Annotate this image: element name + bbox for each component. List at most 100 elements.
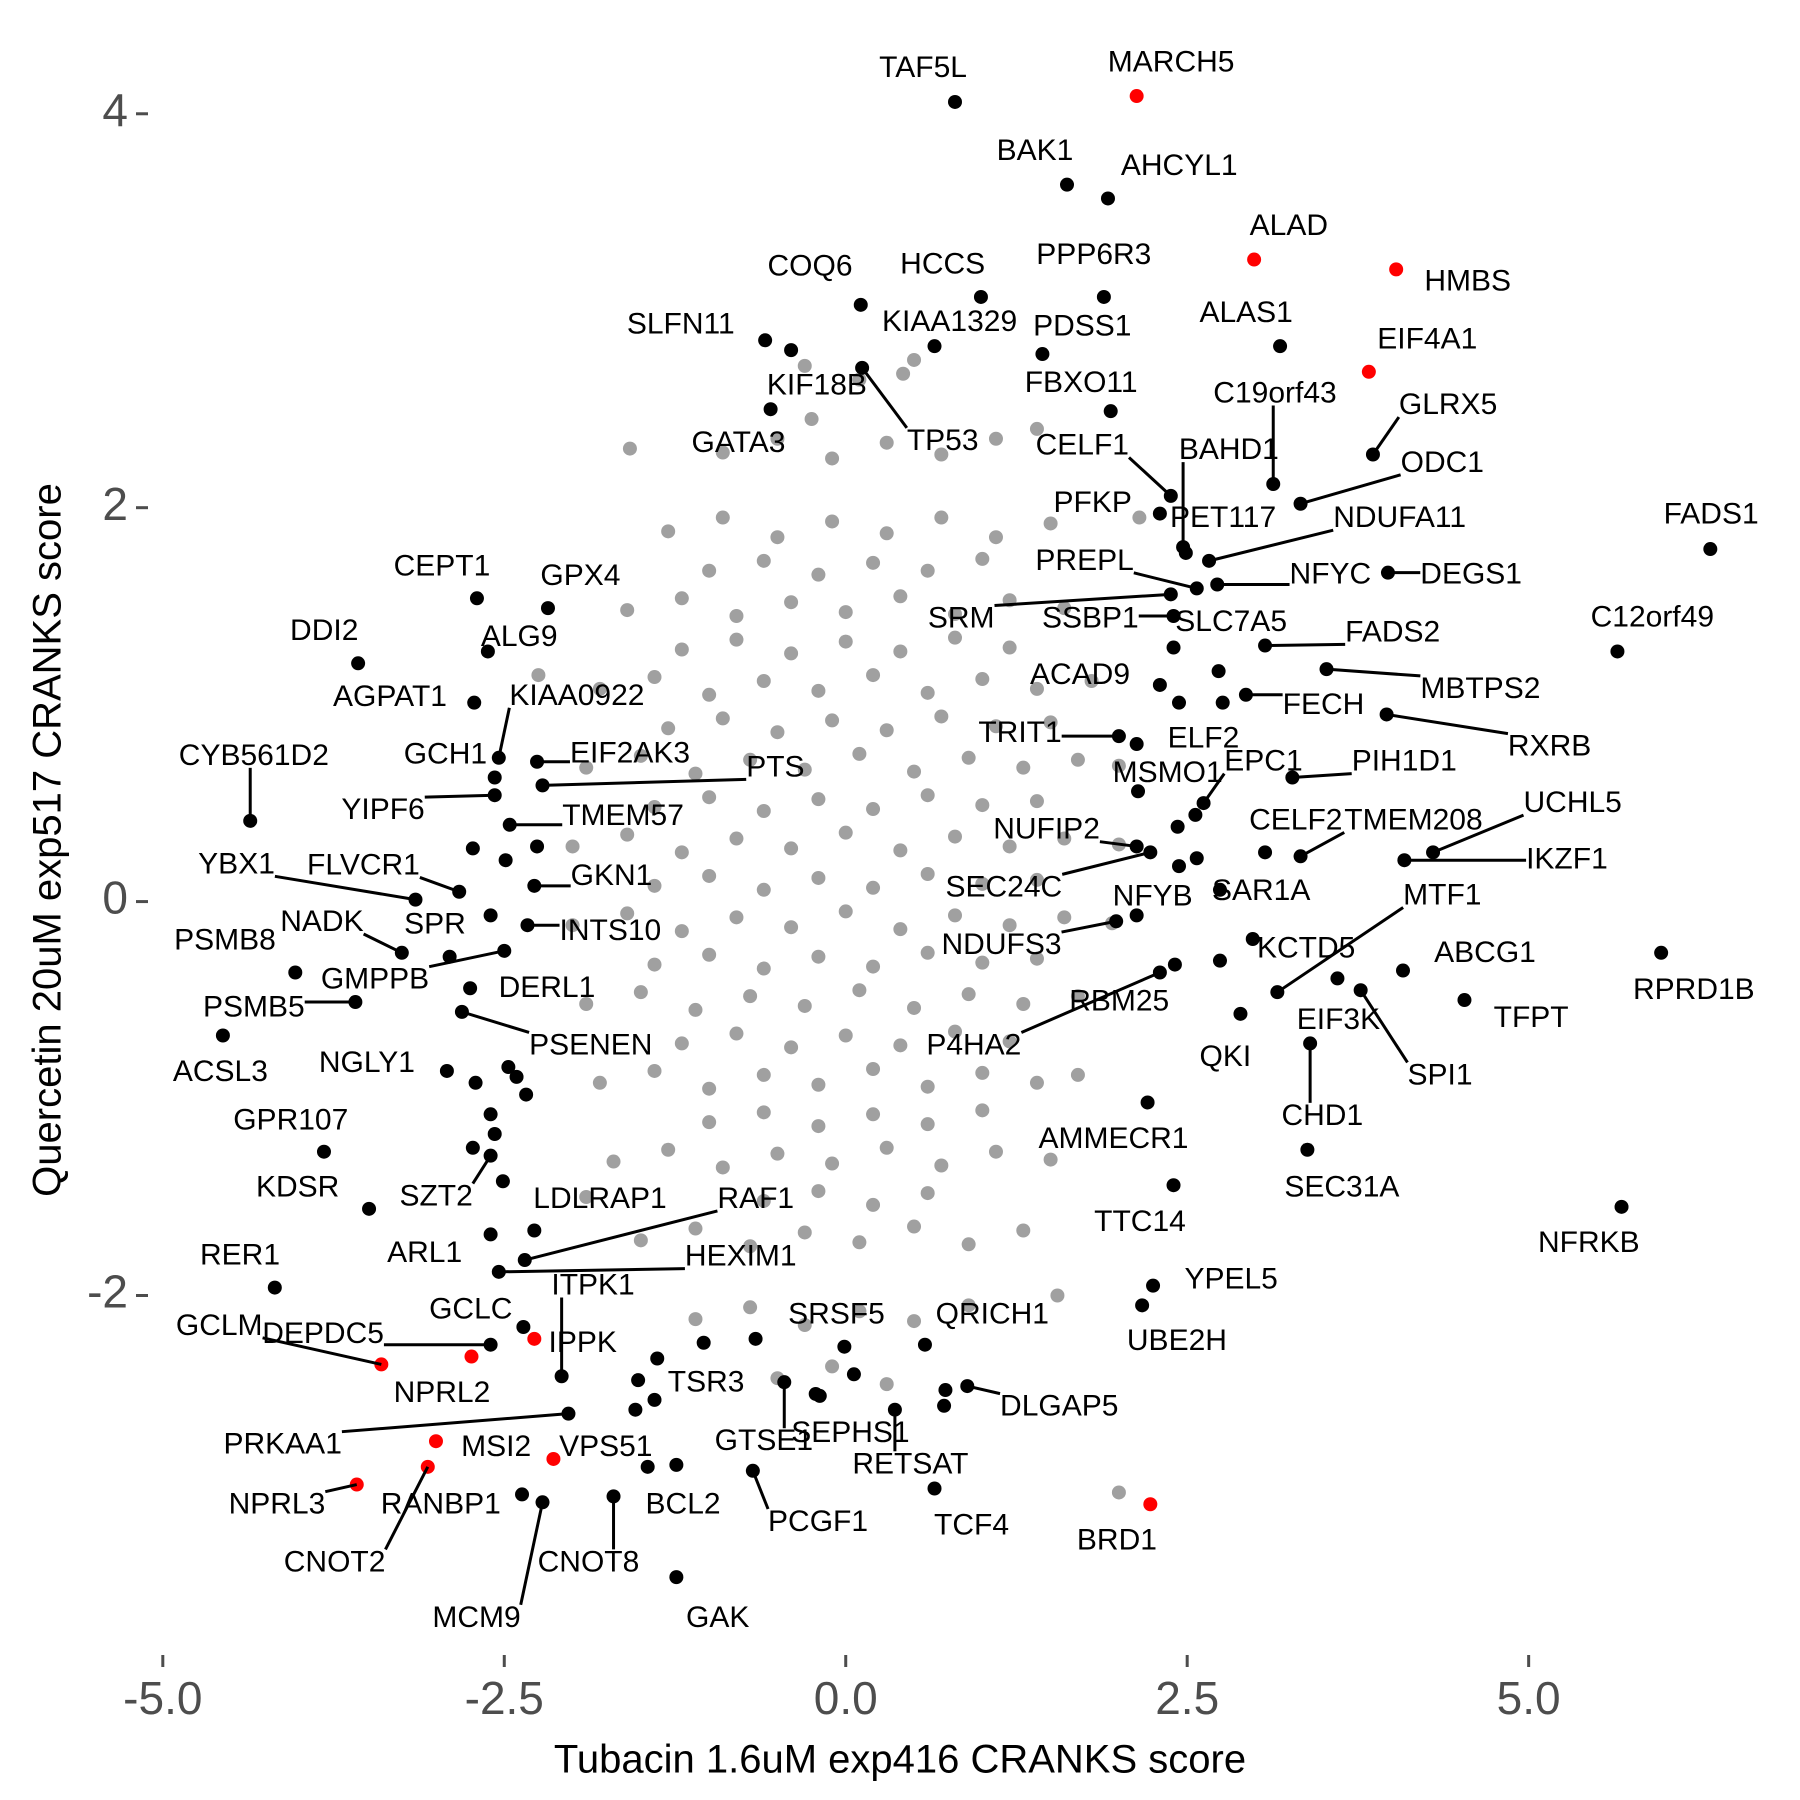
point: [784, 841, 799, 856]
point: [729, 1026, 744, 1041]
point: [527, 1223, 542, 1238]
point: [743, 1239, 758, 1254]
point-label: NDUFS3: [942, 928, 1062, 961]
point-label: BAK1: [997, 134, 1074, 167]
point: [866, 668, 881, 683]
point: [811, 1077, 826, 1092]
point: [480, 644, 495, 659]
point: [565, 918, 580, 933]
point-label: NFYB: [1113, 880, 1193, 913]
point-label: PCGF1: [768, 1505, 868, 1538]
leader-line: [1099, 840, 1137, 848]
leader-line: [542, 777, 747, 787]
point: [988, 530, 1003, 545]
point: [702, 1115, 717, 1130]
point: [988, 1144, 1003, 1159]
point: [351, 656, 366, 671]
point: [866, 802, 881, 817]
leader-line: [324, 1483, 358, 1494]
point: [934, 709, 949, 724]
point: [1233, 1006, 1248, 1021]
x-tick-label: 5.0: [1497, 1672, 1561, 1724]
point: [1152, 506, 1167, 521]
point: [1070, 1067, 1085, 1082]
point: [1029, 951, 1044, 966]
point: [920, 1186, 935, 1201]
point: [439, 1063, 454, 1078]
point: [896, 366, 911, 381]
point: [579, 1190, 594, 1205]
point-label: SSBP1: [1042, 602, 1139, 635]
point: [756, 803, 771, 818]
point: [975, 955, 990, 970]
point-label: GCH1: [404, 738, 487, 771]
point-label: SPR: [404, 907, 466, 940]
point: [907, 352, 922, 367]
point: [483, 1107, 498, 1122]
point: [879, 723, 894, 738]
point: [808, 1386, 823, 1401]
point: [917, 1337, 932, 1352]
point: [1172, 695, 1186, 710]
point: [661, 721, 676, 736]
point-label: TAF5L: [879, 51, 967, 84]
point: [838, 825, 853, 840]
point: [937, 1398, 952, 1413]
point-label: SEC24C: [945, 870, 1062, 903]
point-label: KDSR: [256, 1170, 339, 1203]
point: [1016, 997, 1031, 1011]
point: [715, 1160, 730, 1175]
point-label: TTC14: [1094, 1205, 1186, 1238]
point: [1129, 908, 1144, 923]
point-label: PET117: [1170, 501, 1276, 534]
point: [1131, 784, 1146, 799]
point: [1002, 918, 1017, 933]
point: [702, 790, 717, 805]
point: [975, 1103, 990, 1118]
point: [1129, 89, 1144, 104]
point-label: NDUFA11: [1333, 501, 1466, 534]
point: [502, 817, 517, 832]
point: [688, 766, 703, 781]
point: [879, 1377, 894, 1392]
point: [487, 1126, 502, 1141]
point: [804, 412, 819, 427]
leader-line: [994, 592, 1171, 608]
point: [770, 725, 785, 740]
point: [1389, 262, 1404, 277]
point-label: NUFIP2: [993, 813, 1100, 846]
point: [743, 989, 758, 1004]
point: [825, 713, 840, 728]
point: [631, 1373, 646, 1388]
point-label: IKZF1: [1526, 843, 1608, 876]
leader-line: [1432, 813, 1525, 854]
point: [825, 451, 840, 466]
point: [1273, 339, 1288, 354]
point: [756, 882, 771, 897]
point: [1215, 695, 1230, 710]
point: [920, 1079, 935, 1094]
point-label: CYB561D2: [179, 739, 329, 772]
point: [1043, 1152, 1058, 1167]
point-label: BRD1: [1077, 1523, 1157, 1556]
leader-line: [498, 1267, 685, 1274]
point: [215, 1028, 230, 1043]
point: [620, 906, 635, 921]
point: [1152, 677, 1167, 692]
point: [825, 1156, 840, 1171]
point-label: KIF18B: [767, 368, 867, 401]
point: [509, 1069, 524, 1084]
point-label: INTS10: [560, 914, 662, 947]
point: [837, 1339, 852, 1354]
point: [1016, 760, 1031, 775]
point-label: IPPK: [549, 1326, 617, 1359]
leader-line: [751, 1470, 770, 1510]
point-label: NADK: [280, 905, 363, 938]
point: [1166, 1178, 1181, 1193]
leader-line: [1300, 473, 1402, 506]
point: [1029, 1075, 1044, 1090]
point: [669, 1457, 684, 1472]
point-label: PREPL: [1035, 544, 1133, 577]
point: [893, 843, 908, 858]
point-label: CELF2: [1249, 803, 1342, 836]
